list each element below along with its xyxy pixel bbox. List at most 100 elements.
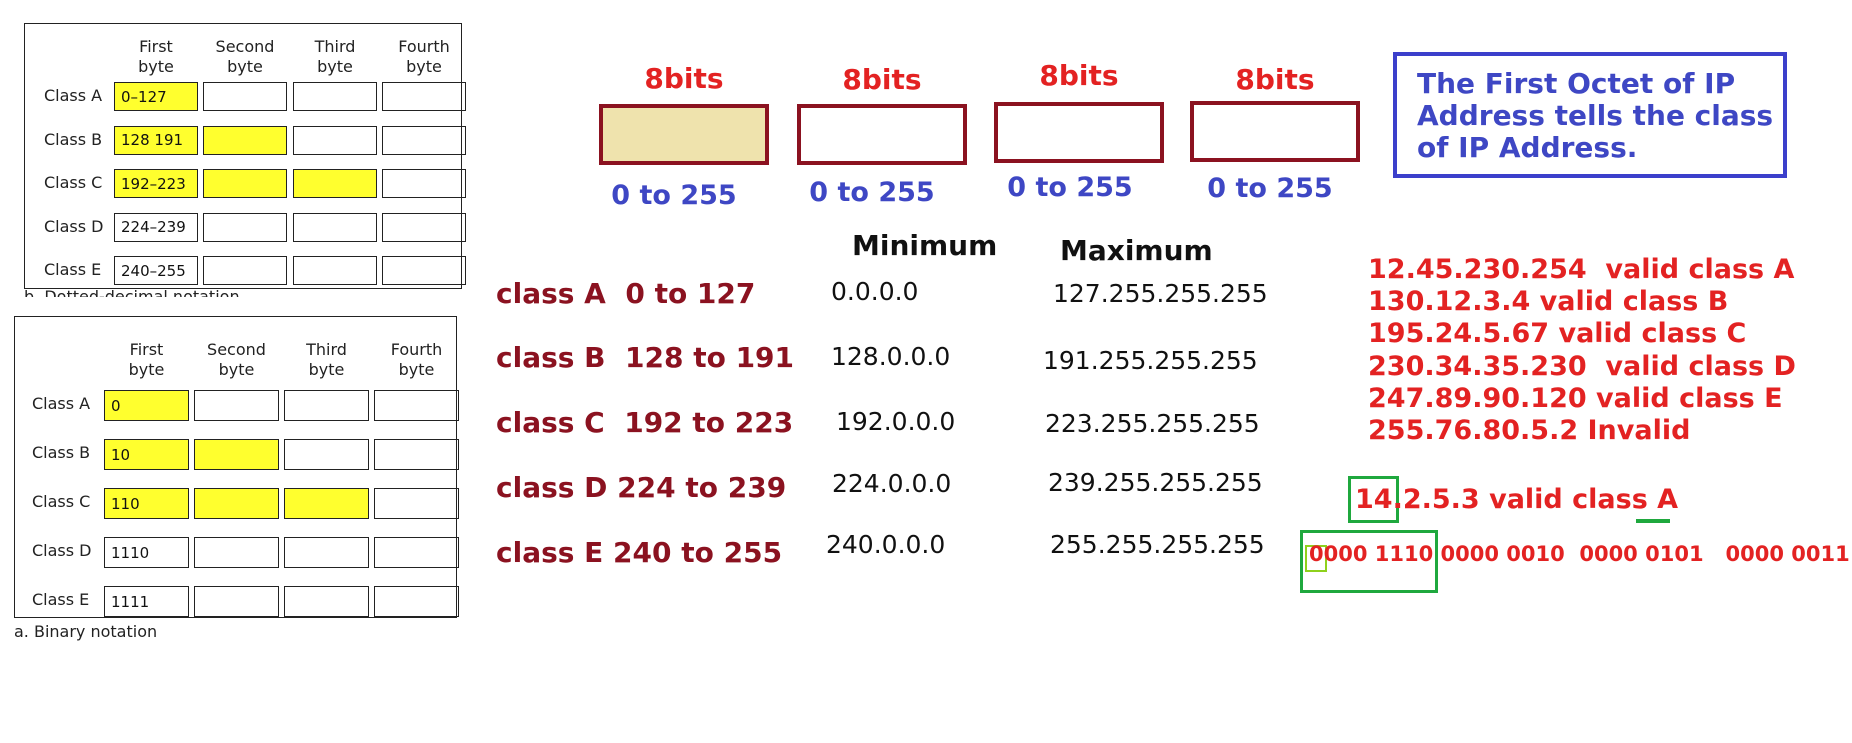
octet-3-box <box>994 102 1164 163</box>
binary-cell: 0 <box>104 390 189 421</box>
binary-caption: a. Binary notation <box>14 622 158 641</box>
class-d-range: class D 224 to 239 <box>496 471 787 504</box>
binary-cell <box>194 586 279 617</box>
octet-1-box <box>599 104 769 165</box>
dotted-cell <box>203 82 287 111</box>
dotted-cell <box>293 212 377 242</box>
dotted-cell <box>382 256 466 285</box>
maximum-header: Maximum <box>1060 234 1213 267</box>
binary-header-3: Third byte <box>306 340 347 379</box>
example-6: 255.76.80.5.2 Invalid <box>1368 415 1691 446</box>
octet-4-box <box>1190 101 1360 162</box>
binary-cell <box>374 586 459 617</box>
dotted-cell <box>203 256 287 285</box>
dotted-cell <box>382 212 466 242</box>
dotted-cell: 240–255 <box>114 256 198 285</box>
example-2: 130.12.3.4 valid class B <box>1368 286 1729 317</box>
dotted-cell <box>203 212 287 242</box>
dotted-header-3: Third byte <box>314 37 356 76</box>
dotted-cell: 192–223 <box>114 169 198 198</box>
binary-row-label: Class C <box>32 492 91 511</box>
class-b-max: 191.255.255.255 <box>1043 346 1258 375</box>
binary-row-label: Class D <box>32 541 92 560</box>
octet-2-bits: 8bits <box>842 63 922 96</box>
dotted-row-label: Class A <box>44 86 103 105</box>
binary-row-label: Class E <box>32 590 90 609</box>
dotted-cell <box>203 125 287 155</box>
binary-cell <box>194 537 279 568</box>
binary-cell <box>374 390 459 421</box>
dotted-header-2: Second byte <box>215 37 275 76</box>
octet-2-range: 0 to 255 <box>809 177 935 208</box>
binary-cell <box>194 390 279 421</box>
dotted-cell <box>382 169 466 198</box>
binary-example: 0000 1110 0000 0010 0000 0101 0000 0011 <box>1309 542 1850 566</box>
dotted-header-4: Fourth byte <box>398 37 450 76</box>
minimum-header: Minimum <box>852 229 998 262</box>
dotted-row-label: Class B <box>44 129 103 149</box>
binary-header-1: First byte <box>128 340 165 379</box>
binary-row-label: Class B <box>32 443 91 462</box>
dotted-cell: 128 191 <box>114 125 198 155</box>
first-octet-highlight-box <box>1348 476 1399 523</box>
binary-cell <box>194 439 279 470</box>
class-c-max: 223.255.255.255 <box>1045 409 1260 438</box>
class-b-range: class B 128 to 191 <box>496 341 795 374</box>
class-e-range: class E 240 to 255 <box>496 536 783 569</box>
dotted-cell <box>203 169 287 198</box>
octet-3-bits: 8bits <box>1039 59 1119 92</box>
class-a-max: 127.255.255.255 <box>1053 279 1268 308</box>
binary-cell: 1111 <box>104 586 189 617</box>
dotted-cell: 224–239 <box>114 212 198 242</box>
class-e-min: 240.0.0.0 <box>826 530 946 559</box>
class-e-max: 255.255.255.255 <box>1050 530 1265 559</box>
class-d-max: 239.255.255.255 <box>1048 468 1263 497</box>
binary-cell <box>374 439 459 470</box>
class-d-min: 224.0.0.0 <box>832 469 952 498</box>
binary-row-label: Class A <box>32 394 91 413</box>
example-3: 195.24.5.67 valid class C <box>1368 318 1747 349</box>
class-a-range: class A 0 to 127 <box>496 277 756 310</box>
example-4: 230.34.35.230 valid class D <box>1368 351 1796 382</box>
binary-cell <box>284 488 369 519</box>
first-byte-binary-box <box>1300 530 1438 593</box>
class-underline <box>1636 519 1670 523</box>
binary-header-4: Fourth byte <box>390 340 443 379</box>
octet-3-range: 0 to 255 <box>1007 172 1133 203</box>
binary-cell <box>284 586 369 617</box>
octet-2-box <box>797 104 967 165</box>
binary-cell <box>284 439 369 470</box>
leading-bit-box <box>1305 545 1327 572</box>
example-5: 247.89.90.120 valid class E <box>1368 383 1783 414</box>
class-note-box: The First Octet of IP Address tells the … <box>1393 52 1787 178</box>
octet-4-range: 0 to 255 <box>1207 173 1333 204</box>
class-c-range: class C 192 to 223 <box>496 406 794 439</box>
dotted-cell <box>293 125 377 155</box>
class-b-min: 128.0.0.0 <box>831 342 951 371</box>
binary-cell <box>374 537 459 568</box>
binary-cell <box>374 488 459 519</box>
binary-cell: 110 <box>104 488 189 519</box>
octet-4-bits: 8bits <box>1235 63 1315 96</box>
binary-cell: 10 <box>104 439 189 470</box>
binary-cell <box>194 488 279 519</box>
example-1: 12.45.230.254 valid class A <box>1368 254 1795 285</box>
dotted-cell <box>293 82 377 111</box>
dotted-cell <box>382 125 466 155</box>
dotted-row-label: Class D <box>44 216 104 236</box>
binary-cell: 1110 <box>104 537 189 568</box>
octet-1-bits: 8bits <box>644 62 724 95</box>
class-a-min: 0.0.0.0 <box>831 277 919 306</box>
dotted-row-label: Class E <box>44 260 102 279</box>
binary-header-2: Second byte <box>207 340 266 379</box>
dotted-row-label: Class C <box>44 173 103 192</box>
dotted-decimal-table <box>24 23 462 289</box>
dotted-cell <box>382 82 466 111</box>
dotted-caption-partial: b. Dotted-decimal notation <box>24 289 240 297</box>
highlight-example: 14.2.5.3 valid class A <box>1355 484 1679 515</box>
binary-cell <box>284 537 369 568</box>
dotted-cell <box>293 169 377 198</box>
dotted-cell <box>293 256 377 285</box>
dotted-header-1: First byte <box>138 37 174 76</box>
dotted-cell: 0–127 <box>114 82 198 111</box>
